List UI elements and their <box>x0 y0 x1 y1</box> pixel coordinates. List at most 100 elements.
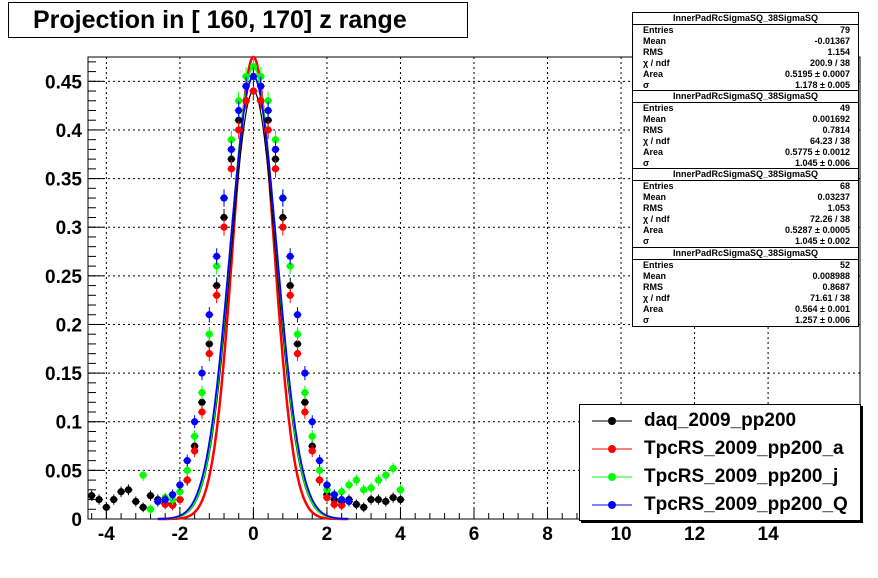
data-point <box>374 476 383 484</box>
data-point <box>293 340 302 348</box>
data-point <box>286 252 294 260</box>
data-point <box>242 97 250 105</box>
data-point <box>249 72 258 81</box>
stats-value: 52 <box>839 260 850 270</box>
data-point <box>183 466 191 474</box>
legend-marker-icon <box>592 417 632 425</box>
data-point <box>286 281 294 290</box>
stats-value: 0.5195 ± 0.0007 <box>785 69 850 79</box>
y-tick-label: 0.1 <box>56 413 83 434</box>
data-point <box>330 500 338 509</box>
stats-box: InnerPadRcSigmaSQ_38SigmaSQ Entries 79 Mean… <box>632 12 859 92</box>
data-point <box>338 495 346 504</box>
x-tick-label: -4 <box>98 524 115 545</box>
data-point <box>338 501 346 509</box>
data-point <box>345 497 353 506</box>
data-point <box>146 492 155 500</box>
data-point <box>360 503 368 511</box>
stats-row: Entries 49 <box>633 103 858 114</box>
y-tick-label: 0 <box>71 510 82 531</box>
x-tick-label: 10 <box>610 524 631 545</box>
stats-key: σ <box>643 80 650 90</box>
stats-row: RMS 0.8687 <box>633 282 858 293</box>
data-point <box>146 505 155 513</box>
data-point <box>345 481 353 489</box>
stats-key: Entries <box>643 260 674 270</box>
x-tick-label: 8 <box>542 524 553 545</box>
data-point <box>161 495 169 504</box>
legend-label: TpcRS_2009_pp200_j <box>644 466 839 487</box>
stats-row: χ / ndf 64.23 / 38 <box>633 136 858 147</box>
data-point <box>374 495 383 504</box>
stats-value: 0.7814 <box>822 125 850 135</box>
data-point <box>323 494 331 502</box>
stats-key: RMS <box>643 125 663 135</box>
data-point <box>154 497 162 506</box>
data-point <box>293 311 302 319</box>
data-point <box>220 223 228 231</box>
stats-name: InnerPadRcSigmaSQ_38SigmaSQ <box>633 248 858 260</box>
stats-row: RMS 1.154 <box>633 47 858 58</box>
stats-row: Mean -0.01367 <box>633 36 858 47</box>
data-points <box>87 57 405 515</box>
data-point <box>249 63 258 71</box>
data-point <box>338 488 346 496</box>
data-point <box>257 72 265 81</box>
stats-key: χ / ndf <box>643 293 670 303</box>
legend-marker-icon <box>592 473 632 481</box>
stats-box: InnerPadRcSigmaSQ_38SigmaSQ Entries 49 Mean… <box>632 90 859 170</box>
data-point <box>352 500 360 509</box>
data-point <box>191 432 199 440</box>
data-point <box>352 476 360 484</box>
legend-marker-icon <box>592 501 632 509</box>
legend-entry-tpcrs-a: TpcRS_2009_pp200_a <box>580 435 860 463</box>
stats-value: 0.03237 <box>817 192 850 202</box>
plot-title: Projection in [ 160, 170] z range <box>8 2 468 38</box>
data-point <box>382 497 390 506</box>
stats-value: 72.26 / 38 <box>809 214 850 224</box>
data-point <box>249 87 258 95</box>
legend-label: daq_2009_pp200 <box>644 410 797 431</box>
data-point <box>176 481 184 489</box>
stats-name: InnerPadRcSigmaSQ_38SigmaSQ <box>633 169 858 181</box>
stats-key: σ <box>643 158 650 168</box>
data-point <box>124 486 133 494</box>
data-point <box>198 408 206 416</box>
stats-value: 64.23 / 38 <box>809 136 850 146</box>
stats-row: Mean 0.008988 <box>633 271 858 282</box>
stats-value: 1.053 <box>827 203 850 213</box>
data-point <box>301 369 309 377</box>
x-tick-label: 12 <box>684 524 705 545</box>
stats-row: Mean 0.001692 <box>633 114 858 125</box>
stats-row: Entries 52 <box>633 260 858 271</box>
data-point <box>205 330 213 338</box>
x-tick-label: 14 <box>758 524 780 545</box>
data-point <box>323 481 331 489</box>
stats-key: χ / ndf <box>643 214 670 224</box>
data-point <box>389 494 397 502</box>
fit-curve <box>157 55 349 521</box>
tick-labels: -4 -2 0 2 4 6 8 10 12 14 0 0.05 0.1 0.15 0.2 0.25 0.3 0.3… <box>45 72 779 545</box>
stats-value: 79 <box>839 25 850 35</box>
data-point <box>242 82 250 90</box>
stats-key: Area <box>643 225 664 235</box>
data-point <box>205 350 213 358</box>
data-point <box>198 388 206 397</box>
stats-key: Entries <box>643 103 674 113</box>
data-point <box>205 311 213 319</box>
data-point <box>286 291 294 299</box>
data-point <box>271 145 280 153</box>
stats-key: χ / ndf <box>643 58 670 68</box>
legend-entry-tpcrs-q: TpcRS_2009_pp200_Q <box>580 491 860 519</box>
stats-row: Area 0.5775 ± 0.0012 <box>633 147 858 158</box>
stats-key: Mean <box>643 271 667 281</box>
y-tick-label: 0.35 <box>45 170 82 191</box>
stats-name: InnerPadRcSigmaSQ_38SigmaSQ <box>633 13 858 25</box>
data-point <box>286 262 294 270</box>
stats-box: InnerPadRcSigmaSQ_38SigmaSQ Entries 52 Mean… <box>632 247 859 327</box>
stats-value: 1.045 ± 0.002 <box>795 236 850 246</box>
stats-row: Mean 0.03237 <box>633 192 858 203</box>
data-point <box>235 116 243 124</box>
data-point <box>360 486 368 494</box>
